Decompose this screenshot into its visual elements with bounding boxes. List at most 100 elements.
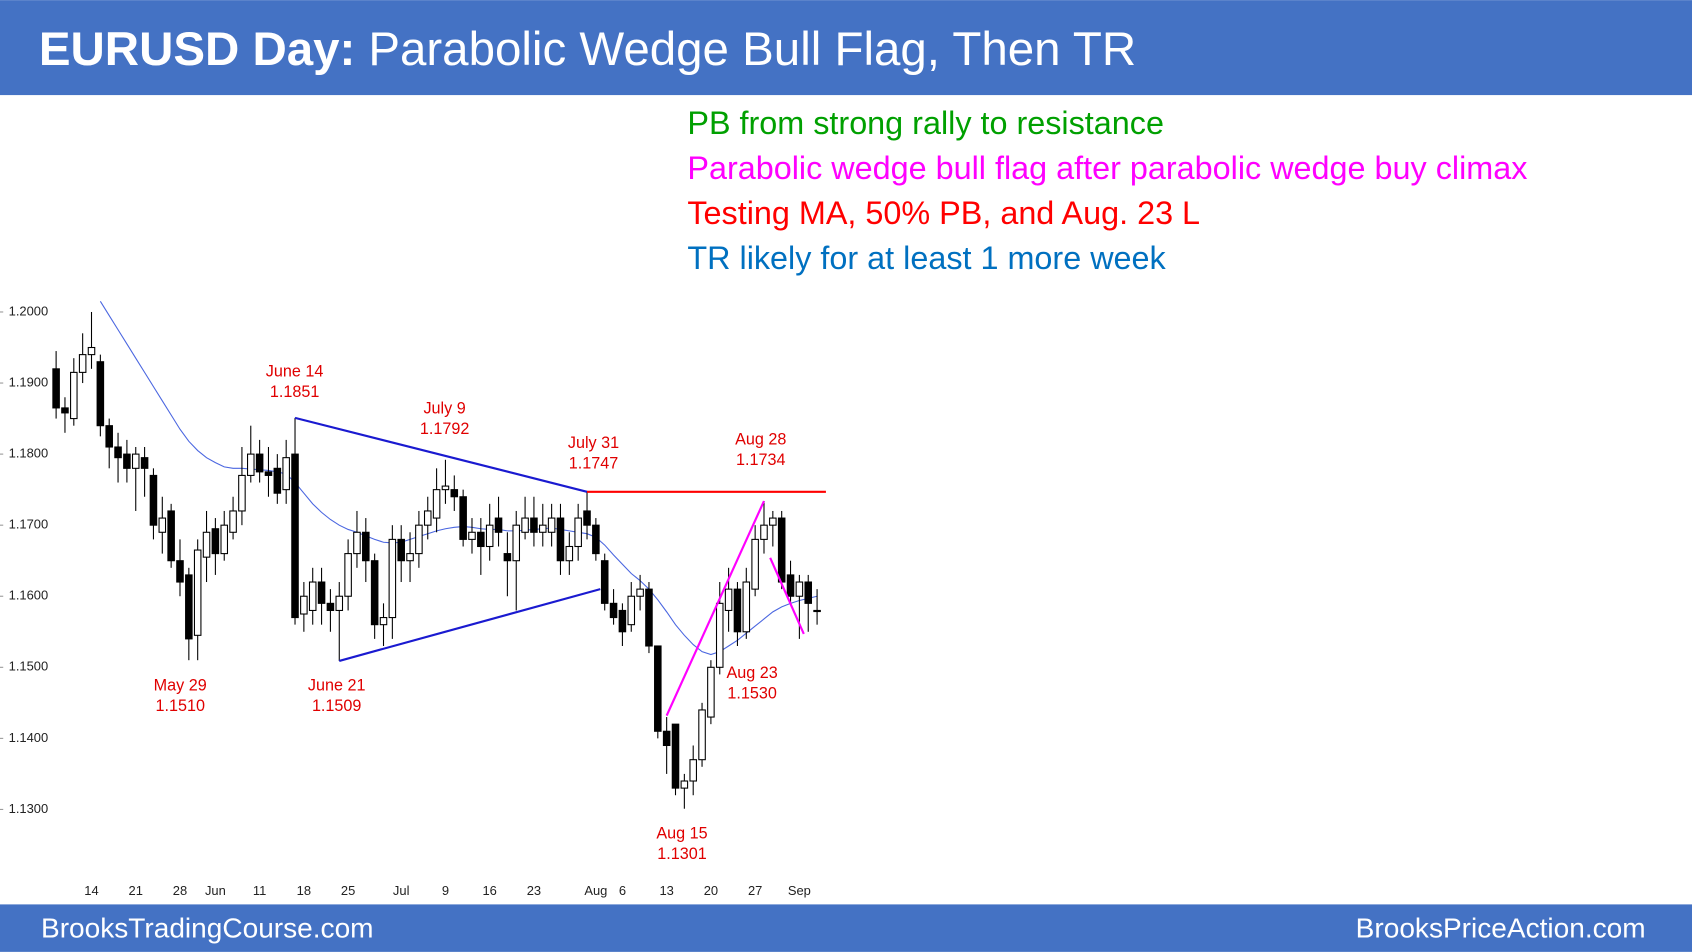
y-tick-label: 1.1400 (9, 730, 49, 745)
candle-body (521, 517, 529, 533)
x-tick-label: 6 (619, 883, 626, 898)
candle-body (140, 457, 149, 469)
x-tick-label: Jul (393, 883, 410, 898)
footer-right: BrooksPriceAction.com (1356, 913, 1646, 944)
candle-body (70, 371, 78, 420)
annotation-date: Aug 23 (726, 664, 777, 682)
annotation-price: 1.1747 (569, 454, 618, 472)
y-tick-label: 1.2000 (9, 303, 49, 318)
candle-body (114, 446, 122, 459)
title: EURUSD Day: Parabolic Wedge Bull Flag, Th… (39, 22, 1136, 75)
candle-body (627, 595, 636, 626)
annotation-price: 1.1734 (736, 451, 785, 469)
candle-body (813, 609, 821, 613)
footer-bar (0, 904, 1692, 952)
title-bold: EURUSD Day: (39, 22, 356, 75)
candle-body (742, 581, 751, 633)
candle-body (317, 581, 326, 604)
title-rest: Parabolic Wedge Bull Flag, Then TR (368, 22, 1136, 75)
candle-body (503, 553, 512, 562)
x-tick-label: 28 (173, 883, 187, 898)
candle-body (238, 474, 246, 512)
candle-body (600, 560, 609, 604)
candle-body (494, 517, 503, 533)
annotation-date: July 9 (423, 399, 465, 417)
candle-body (680, 780, 689, 789)
candle-body (149, 474, 158, 526)
candle-body (662, 730, 671, 747)
candle-body (539, 524, 547, 533)
note: PB from strong rally to resistance (687, 105, 1164, 141)
annotation-price: 1.1851 (270, 383, 319, 401)
candle-body (335, 595, 344, 611)
candle-body (769, 517, 777, 526)
y-tick-label: 1.1800 (9, 446, 49, 461)
candle-body (556, 517, 565, 562)
candle-body (344, 553, 352, 597)
annotation-price: 1.1509 (312, 697, 361, 715)
candle-body (636, 588, 644, 597)
annotation-date: Aug 28 (735, 431, 786, 449)
candle-body (477, 531, 485, 548)
candle-body (300, 595, 308, 615)
candle-body (52, 368, 60, 409)
candle-body (592, 524, 600, 555)
candle-body (397, 538, 405, 562)
y-tick-label: 1.1500 (9, 659, 49, 674)
candle-body (255, 453, 264, 473)
candle-body (485, 524, 494, 548)
annotation-date: July 31 (568, 434, 619, 452)
candle-body (406, 553, 414, 562)
candle-body (87, 346, 96, 356)
y-tick-label: 1.1900 (9, 374, 49, 389)
candle-body (308, 581, 317, 611)
footer-left: BrooksTradingCourse.com (41, 913, 374, 944)
candle-body (211, 528, 220, 555)
x-tick-label: 20 (704, 883, 718, 898)
candle-body (468, 531, 476, 540)
x-tick-label: Aug (584, 883, 607, 898)
candle-body (715, 602, 724, 668)
y-tick-label: 1.1300 (9, 801, 49, 816)
candle-body (362, 531, 370, 562)
candle-body (78, 354, 87, 373)
candle-body (698, 709, 706, 761)
x-tick-label: 23 (527, 883, 541, 898)
candle-body (61, 407, 69, 414)
candle-body (618, 609, 627, 633)
candle-body (733, 588, 742, 633)
candle-body (229, 510, 237, 533)
candle-body (441, 485, 450, 491)
candle-body (96, 361, 105, 427)
note: Testing MA, 50% PB, and Aug. 23 L (687, 195, 1200, 231)
candle-body (583, 510, 591, 526)
candle-body (804, 581, 813, 604)
candle-body (512, 524, 521, 562)
candle-body (131, 453, 140, 469)
x-tick-label: 21 (129, 883, 143, 898)
annotation-price: 1.1301 (657, 845, 706, 863)
candle-body (158, 517, 167, 533)
candle-body (777, 517, 786, 583)
x-tick-label: 14 (84, 883, 98, 898)
x-tick-label: Sep (788, 883, 811, 898)
candle-body (123, 453, 131, 469)
annotation-price: 1.1510 (155, 697, 204, 715)
candle-body (530, 517, 538, 533)
candle-body (379, 617, 388, 626)
candle-body (724, 588, 733, 611)
candle-body (565, 545, 574, 562)
annotation-date: June 14 (266, 363, 324, 381)
candle-body (423, 510, 432, 526)
candle-body (291, 453, 299, 619)
candle-body (671, 723, 680, 789)
candle-body (450, 489, 459, 498)
candle-body (432, 489, 441, 519)
candle-body (689, 759, 697, 782)
candle-body (654, 645, 662, 732)
candle-body (547, 517, 556, 533)
candle-body (353, 531, 361, 555)
note: TR likely for at least 1 more week (687, 240, 1166, 276)
